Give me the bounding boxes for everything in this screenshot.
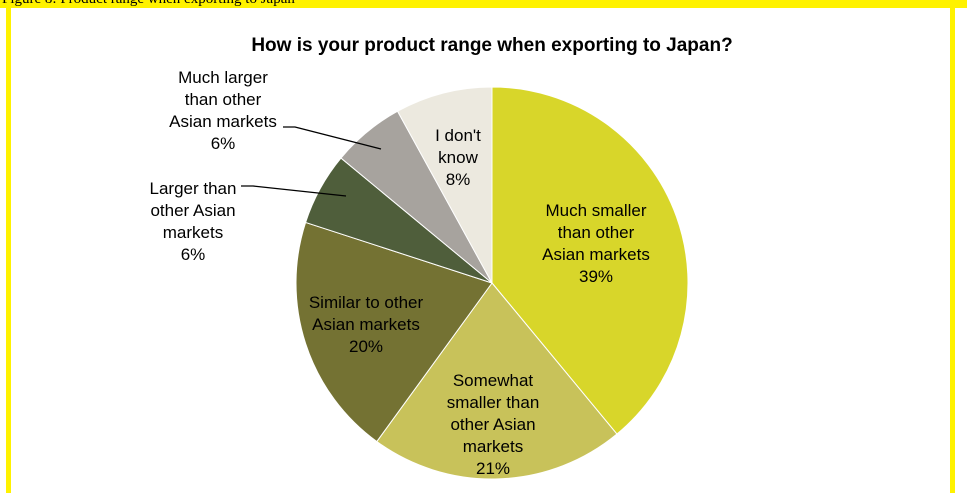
slice-label: Somewhat smaller than other Asian markets 21… xyxy=(447,371,540,478)
chart-frame: How is your product range when exporting… xyxy=(6,8,955,493)
slice-name-line: Asian markets xyxy=(542,245,650,264)
slice-name-line: Asian markets xyxy=(169,112,277,131)
slice-label: I don't know 8% xyxy=(435,126,481,189)
slice-name-line: I don't xyxy=(435,126,481,145)
slice-percent-label: 20% xyxy=(349,337,383,356)
slice-name-line: Somewhat xyxy=(453,371,534,390)
slice-label: Larger than other Asian markets 6% xyxy=(150,179,237,264)
slice-name-line: other Asian xyxy=(150,201,235,220)
figure-caption: Figure 8: Product range when exporting t… xyxy=(2,0,295,8)
slice-name-line: markets xyxy=(163,223,223,242)
slice-name-line: Much smaller xyxy=(545,201,646,220)
slice-name-line: markets xyxy=(463,437,523,456)
leader-line xyxy=(241,185,347,197)
slice-name-line: Similar to other xyxy=(309,293,424,312)
slice-name-line: other Asian xyxy=(450,415,535,434)
slice-name-line: Larger than xyxy=(150,179,237,198)
pie-slice xyxy=(376,282,618,480)
pie-slices xyxy=(295,86,689,480)
leader-lines xyxy=(241,126,382,197)
slice-name-line: know xyxy=(438,148,478,167)
chart-title: How is your product range when exporting… xyxy=(251,35,732,56)
pie-slice xyxy=(491,86,689,435)
top-highlight-strip: Figure 8: Product range when exporting t… xyxy=(0,0,967,8)
pie-slice xyxy=(295,221,493,443)
slice-labels: Much smaller than other Asian markets 39% So… xyxy=(150,68,650,478)
slice-name-line: Much larger xyxy=(178,68,268,87)
pie-slice xyxy=(396,86,493,284)
pie-chart: How is your product range when exporting… xyxy=(150,35,733,480)
leader-line xyxy=(283,126,382,150)
slice-percent-label: 39% xyxy=(579,267,613,286)
slice-percent-label: 21% xyxy=(476,459,510,478)
slice-name-line: Asian markets xyxy=(312,315,420,334)
slice-label: Similar to other Asian markets 20% xyxy=(309,293,424,356)
slice-name-line: smaller than xyxy=(447,393,540,412)
slice-label: Much smaller than other Asian markets 39% xyxy=(542,201,650,286)
slice-percent-label: 6% xyxy=(181,245,206,264)
slice-name-line: than other xyxy=(185,90,262,109)
slice-name-line: than other xyxy=(558,223,635,242)
slice-percent-label: 6% xyxy=(211,134,236,153)
slice-percent-label: 8% xyxy=(446,170,471,189)
slice-label: Much larger than other Asian markets 6% xyxy=(169,68,277,153)
